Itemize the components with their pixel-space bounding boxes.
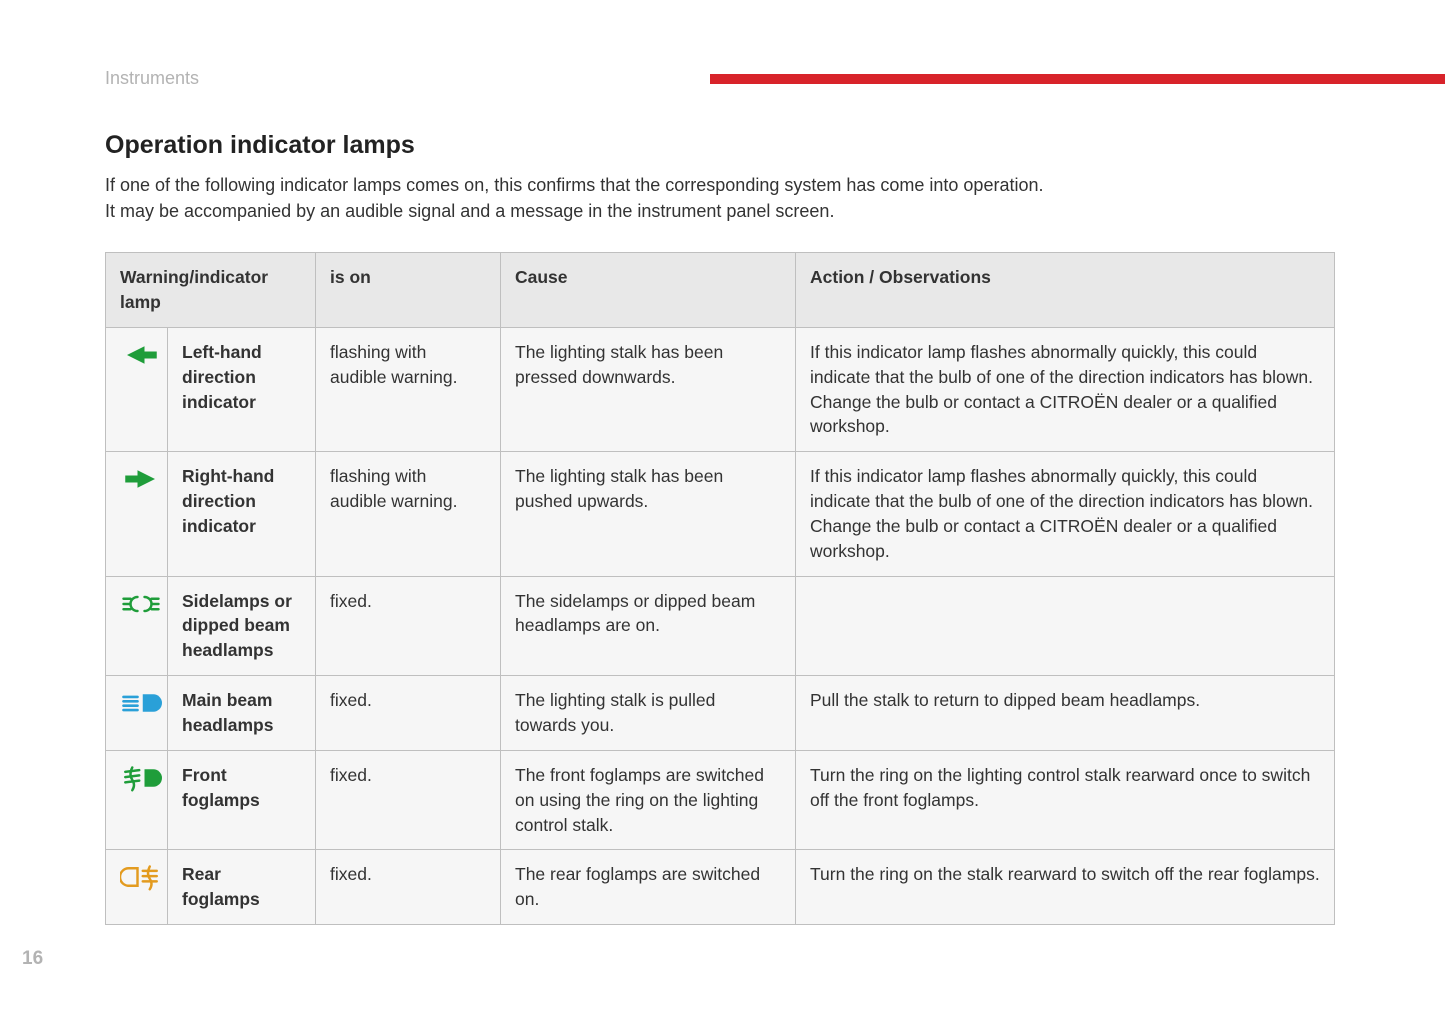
table-row: Left-hand direction indicatorflashing wi… xyxy=(106,327,1335,451)
lamp-name: Rear foglamps xyxy=(168,850,316,925)
indicator-lamps-table: Warning/indicator lamp is on Cause Actio… xyxy=(105,252,1335,925)
intro-line: If one of the following indicator lamps … xyxy=(105,175,1043,195)
rear-fog-icon xyxy=(120,862,162,892)
col-header-action: Action / Observations xyxy=(796,253,1335,328)
intro-text: If one of the following indicator lamps … xyxy=(105,172,1335,224)
arrow-left-icon xyxy=(120,340,162,370)
col-header-cause: Cause xyxy=(501,253,796,328)
section-label: Instruments xyxy=(105,68,199,89)
page-title: Operation indicator lamps xyxy=(105,131,1335,160)
lamp-name: Left-hand direction indicator xyxy=(168,327,316,451)
lamp-state: fixed. xyxy=(316,676,501,751)
lamp-state: fixed. xyxy=(316,576,501,676)
lamp-icon-cell xyxy=(106,850,168,925)
lamp-state: flashing with audible warning. xyxy=(316,452,501,576)
lamp-cause: The lighting stalk is pulled towards you… xyxy=(501,676,796,751)
sidelamps-icon xyxy=(120,589,162,619)
lamp-action xyxy=(796,576,1335,676)
lamp-action: If this indicator lamp flashes abnormall… xyxy=(796,452,1335,576)
lamp-action: Pull the stalk to return to dipped beam … xyxy=(796,676,1335,751)
lamp-state: flashing with audible warning. xyxy=(316,327,501,451)
lamp-cause: The rear foglamps are switched on. xyxy=(501,850,796,925)
table-row: Main beam headlampsfixed.The lighting st… xyxy=(106,676,1335,751)
lamp-icon-cell xyxy=(106,576,168,676)
col-header-state: is on xyxy=(316,253,501,328)
lamp-cause: The lighting stalk has been pushed upwar… xyxy=(501,452,796,576)
lamp-name: Main beam headlamps xyxy=(168,676,316,751)
col-header-lamp: Warning/indicator lamp xyxy=(106,253,316,328)
lamp-icon-cell xyxy=(106,676,168,751)
lamp-action: Turn the ring on the lighting control st… xyxy=(796,750,1335,850)
table-row: Rear foglampsfixed.The rear foglamps are… xyxy=(106,850,1335,925)
page-number: 16 xyxy=(22,948,43,970)
lamp-cause: The sidelamps or dipped beam headlamps a… xyxy=(501,576,796,676)
table-header-row: Warning/indicator lamp is on Cause Actio… xyxy=(106,253,1335,328)
arrow-right-icon xyxy=(120,464,162,494)
main-beam-icon xyxy=(120,688,162,718)
front-fog-icon xyxy=(120,763,162,793)
lamp-name: Sidelamps or dipped beam headlamps xyxy=(168,576,316,676)
intro-line: It may be accompanied by an audible sign… xyxy=(105,201,834,221)
lamp-icon-cell xyxy=(106,327,168,451)
lamp-cause: The lighting stalk has been pressed down… xyxy=(501,327,796,451)
lamp-state: fixed. xyxy=(316,750,501,850)
accent-bar xyxy=(710,74,1445,84)
lamp-name: Front foglamps xyxy=(168,750,316,850)
table-row: Sidelamps or dipped beam headlampsfixed.… xyxy=(106,576,1335,676)
table-row: Right-hand direction indicatorflashing w… xyxy=(106,452,1335,576)
lamp-icon-cell xyxy=(106,750,168,850)
lamp-name: Right-hand direction indicator xyxy=(168,452,316,576)
lamp-cause: The front foglamps are switched on using… xyxy=(501,750,796,850)
table-row: Front foglampsfixed.The front foglamps a… xyxy=(106,750,1335,850)
lamp-icon-cell xyxy=(106,452,168,576)
lamp-action: If this indicator lamp flashes abnormall… xyxy=(796,327,1335,451)
lamp-action: Turn the ring on the stalk rearward to s… xyxy=(796,850,1335,925)
page-header: Instruments xyxy=(105,68,1335,89)
lamp-state: fixed. xyxy=(316,850,501,925)
